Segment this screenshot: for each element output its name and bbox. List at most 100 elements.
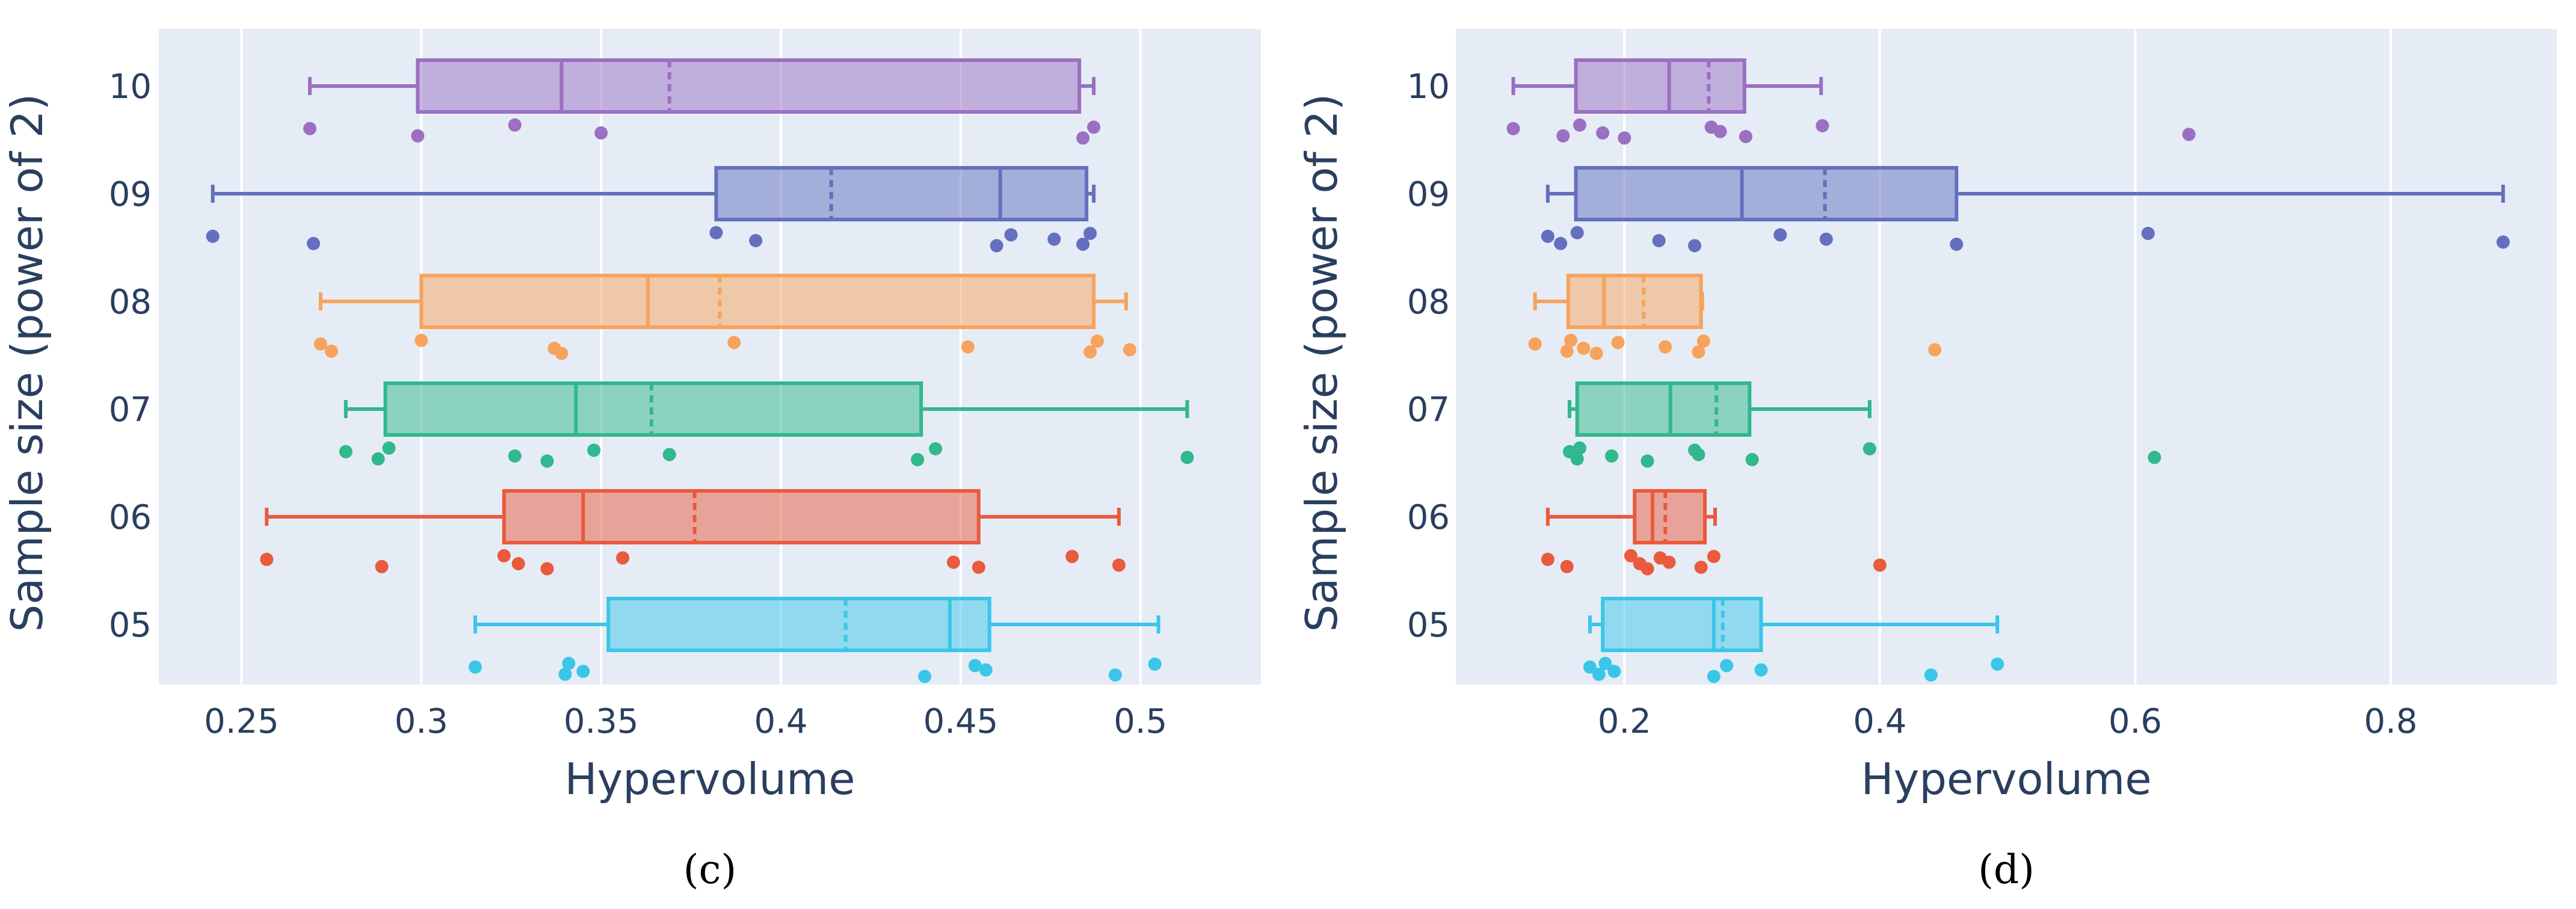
data-point (1087, 120, 1101, 134)
data-point (1819, 232, 1833, 246)
data-point (1694, 561, 1708, 574)
x-tick-label: 0.25 (204, 702, 279, 741)
data-point (1560, 559, 1574, 573)
y-tick-label: 09 (1407, 175, 1450, 214)
data-point (1641, 454, 1654, 468)
data-point (576, 665, 590, 678)
panel-label: (c) (683, 846, 736, 893)
data-point (1091, 334, 1105, 348)
data-point (562, 656, 576, 670)
data-point (662, 448, 676, 461)
x-tick-label: 0.45 (923, 702, 999, 741)
box-iqr (714, 166, 1089, 221)
data-point (1687, 239, 1701, 253)
data-point (968, 659, 982, 673)
y-tick-label: 09 (109, 175, 152, 214)
data-point (1652, 234, 1666, 247)
x-tick-label: 0.4 (754, 702, 808, 741)
x-tick-label: 0.4 (1853, 702, 1906, 741)
x-tick-label: 0.8 (2364, 702, 2417, 741)
box-series-07 (1562, 381, 2162, 468)
box-series-08 (313, 274, 1136, 360)
data-point (206, 229, 220, 243)
data-point (1583, 660, 1597, 674)
box-series-05 (468, 597, 1162, 683)
y-axis-title: Sample size (power of 2) (2, 93, 52, 632)
data-point (1556, 129, 1570, 143)
data-point (1148, 658, 1162, 671)
data-point (1083, 345, 1097, 359)
data-point (1560, 344, 1574, 358)
data-point (1692, 448, 1706, 461)
data-point (2148, 451, 2162, 464)
y-axis-title: Sample size (power of 2) (1296, 93, 1347, 632)
data-point (1624, 549, 1638, 562)
data-point (1573, 441, 1586, 455)
y-tick-label: 08 (109, 283, 152, 322)
box-iqr (419, 274, 1096, 329)
data-point (511, 557, 525, 570)
data-point (1696, 334, 1710, 348)
box-iqr (1566, 274, 1703, 329)
y-tick-label: 10 (109, 67, 152, 106)
data-point (324, 344, 338, 358)
data-point (1004, 228, 1018, 242)
data-point (2141, 227, 2155, 240)
data-point (918, 670, 932, 683)
data-point (1720, 659, 1734, 673)
data-point (1739, 130, 1752, 143)
box-iqr (502, 489, 981, 544)
data-point (727, 336, 741, 350)
y-tick-label: 07 (1407, 390, 1450, 430)
data-point (616, 551, 630, 565)
data-point (540, 562, 554, 576)
x-axis-title: Hypervolume (1861, 754, 2151, 804)
box-series-08 (1528, 274, 1942, 360)
box-series-07 (339, 381, 1194, 468)
data-point (1076, 238, 1090, 251)
data-point (1692, 345, 1706, 359)
box-iqr (1575, 381, 1752, 437)
data-point (1506, 122, 1520, 135)
y-tick-label: 05 (1407, 606, 1450, 645)
data-point (1598, 656, 1612, 670)
data-point (303, 122, 317, 135)
data-point (1863, 442, 1876, 455)
panel-label: (d) (1978, 846, 2035, 893)
y-tick-label: 06 (1407, 498, 1450, 537)
x-tick-label: 0.35 (564, 702, 639, 741)
box-series-05 (1583, 597, 2004, 683)
box-iqr (1633, 489, 1707, 544)
data-point (1076, 131, 1090, 145)
data-point (508, 118, 522, 132)
y-tick-label: 08 (1407, 283, 1450, 322)
data-point (313, 337, 327, 351)
box-iqr (1601, 597, 1763, 652)
data-point (414, 333, 428, 347)
box-series-06 (260, 489, 1126, 576)
chart-d: 0.2 0.4 0.6 0.8 05 06 07 08 09 10 Hypervolume Sampl… (1296, 29, 2557, 893)
data-point (371, 452, 385, 466)
data-point (540, 454, 554, 468)
box-series-09 (206, 166, 1097, 253)
data-point (1773, 228, 1787, 242)
data-point (1611, 336, 1625, 350)
data-point (1592, 667, 1606, 681)
data-point (1570, 226, 1584, 239)
data-point (1618, 131, 1632, 145)
data-point (1123, 343, 1136, 357)
x-axis-title: Hypervolume (564, 754, 855, 804)
data-point (1108, 668, 1122, 682)
x-tick-label: 0.6 (2109, 702, 2162, 741)
data-point (1570, 452, 1584, 466)
plot-background (1456, 29, 2557, 685)
y-tick-label: 07 (109, 390, 152, 430)
data-point (1641, 562, 1654, 576)
data-point (946, 555, 960, 569)
data-point (1577, 342, 1591, 355)
data-point (1991, 658, 2004, 671)
data-point (1083, 227, 1097, 240)
box-iqr (606, 597, 991, 652)
data-point (411, 129, 425, 143)
